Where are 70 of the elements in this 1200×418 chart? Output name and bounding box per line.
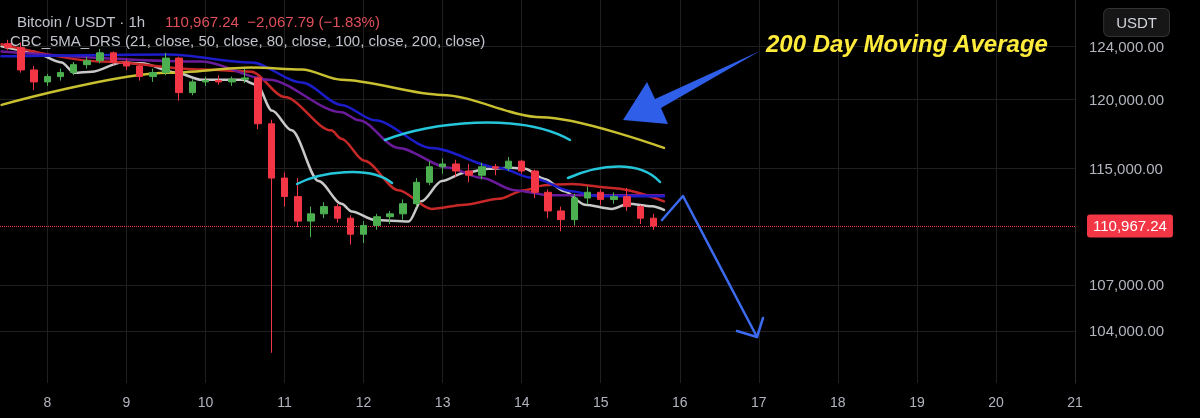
x-tick-label: 21: [1067, 394, 1083, 410]
x-tick-label: 15: [592, 394, 609, 410]
x-tick-label: 14: [513, 394, 530, 410]
candlestick: [426, 160, 433, 186]
y-tick-label: 120,000.00: [1089, 90, 1165, 108]
candlestick: [162, 52, 170, 76]
candlestick: [96, 48, 104, 64]
candlestick: [439, 157, 446, 175]
x-tick-label: 19: [909, 394, 925, 410]
candlestick: [254, 76, 262, 130]
text: USDT: [1116, 14, 1158, 31]
y-tick-label: 124,000.00: [1089, 37, 1165, 55]
candlestick: [413, 177, 420, 208]
candlestick: [544, 188, 552, 219]
annotation: 200 Day Moving Average: [765, 29, 1048, 57]
x-tick-label: 8: [43, 394, 52, 410]
candlestick: [399, 198, 407, 221]
candlestick: [215, 74, 222, 86]
candlestick: [597, 188, 604, 206]
x-tick-label: 17: [751, 394, 767, 410]
candlestick: [281, 171, 288, 208]
candlestick: [241, 68, 249, 84]
candlestick: [83, 56, 91, 70]
ref-line-label: 110,967.24: [1093, 217, 1167, 235]
candlestick: [360, 220, 367, 244]
candlestick: [531, 169, 539, 199]
candlestick: [386, 210, 394, 225]
candlestick: [452, 159, 460, 178]
x-tick-label: 11: [277, 394, 293, 410]
candlestick: [505, 156, 512, 172]
x-tick-label: 18: [830, 394, 846, 410]
candlestick: [307, 206, 315, 238]
candlestick: [136, 64, 143, 82]
candlestick: [584, 186, 591, 205]
candlestick: [175, 56, 183, 102]
x-tick-label: 12: [355, 394, 372, 410]
x-tick-label: 9: [122, 394, 131, 410]
x-tick-label: 10: [197, 394, 214, 410]
candlestick: [492, 163, 499, 176]
candlestick: [189, 78, 196, 96]
candlestick: [123, 58, 130, 71]
x-tick-label: 13: [434, 394, 451, 410]
x-tick-label: 20: [988, 394, 1004, 410]
candlestick: [373, 213, 381, 231]
candlestick: [571, 193, 578, 226]
candlestick: [228, 76, 236, 87]
x-tick-label: 16: [671, 394, 688, 410]
candlestick: [149, 68, 157, 83]
y-tick-label: 107,000.00: [1089, 276, 1165, 294]
candlestick: [4, 39, 12, 51]
annotation: CBC_5MA_DRS (21, close, 50, close, 80, close, 100, close, 200, close): [10, 32, 486, 49]
y-tick-label: 104,000.00: [1089, 322, 1165, 340]
candlestick: [465, 163, 473, 183]
candlestick: [518, 159, 525, 175]
candlestick: [334, 203, 341, 224]
candlestick: [57, 68, 64, 82]
candlestick: [70, 61, 77, 76]
candlestick: [44, 73, 51, 87]
candlestick: [623, 187, 631, 212]
candlestick: [110, 51, 117, 66]
candlestick: [610, 191, 618, 205]
text: Bitcoin / USDT · 1h: [17, 13, 146, 30]
candlestick: [30, 65, 38, 91]
y-tick-label: 115,000.00: [1089, 159, 1163, 177]
line-series: [0, 66, 666, 150]
text: 110,967.24 −2,067.79 (−1.83%): [165, 13, 380, 30]
candlestick: [478, 162, 486, 180]
candlestick: [320, 201, 328, 219]
candlestick: [637, 204, 644, 225]
candlestick: [202, 76, 209, 87]
